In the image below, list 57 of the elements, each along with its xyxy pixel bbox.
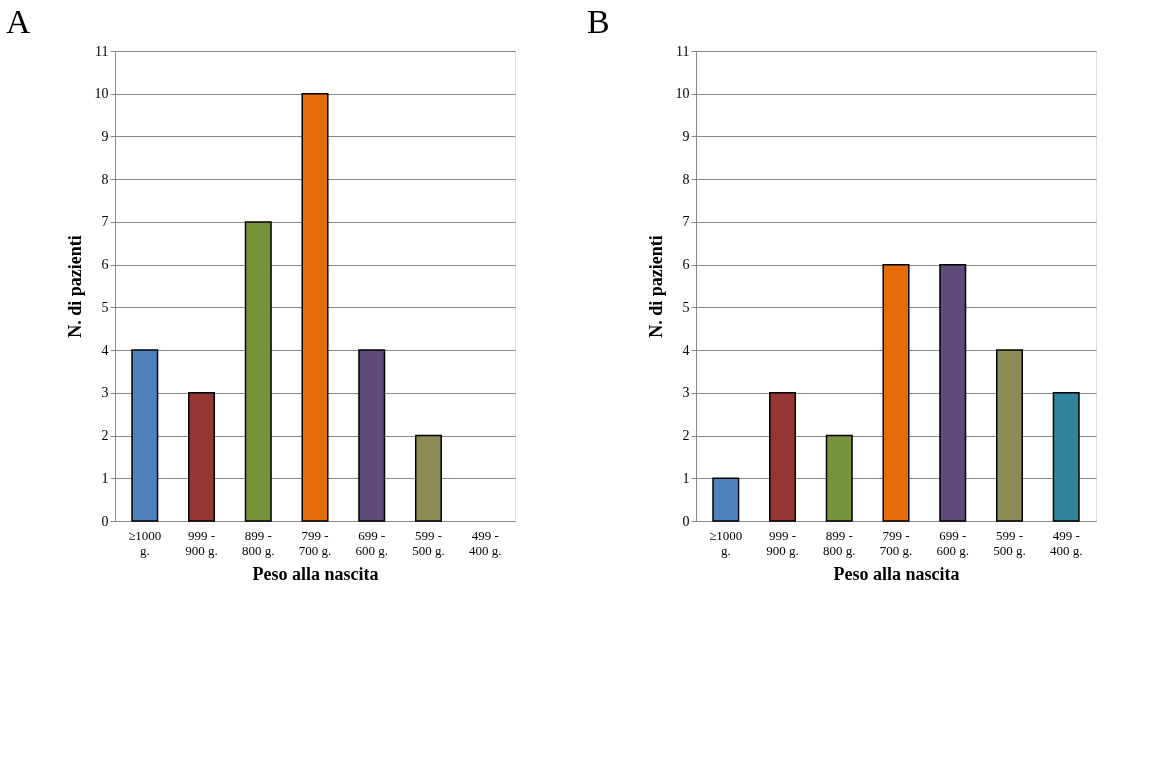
chart-title: A xyxy=(6,3,31,40)
y-tick-label: 7 xyxy=(101,214,109,230)
x-tick-label: 499 - 400 g. xyxy=(468,527,502,558)
bar xyxy=(358,349,386,522)
y-tick-label: 11 xyxy=(95,43,109,59)
bar xyxy=(131,349,159,522)
y-tick-label: 2 xyxy=(101,428,109,444)
x-tick-label: 999 - 900 g. xyxy=(766,527,799,558)
x-tick-label: 499 - 400 g. xyxy=(1049,527,1083,558)
y-tick-label: 2 xyxy=(682,428,690,444)
y-tick-label: 1 xyxy=(682,470,690,486)
y-axis-title: N. di pazienti xyxy=(64,235,85,338)
y-tick-label: 8 xyxy=(101,171,109,187)
x-axis-title: Peso alla nascita xyxy=(833,563,960,584)
x-tick-label: 799 - 700 g. xyxy=(298,527,332,558)
x-tick-label: ≥1000 g. xyxy=(709,527,743,558)
y-tick-label: 8 xyxy=(682,171,690,187)
x-tick-label: 899 - 800 g. xyxy=(242,527,275,558)
bar xyxy=(939,263,967,522)
y-tick-label: 3 xyxy=(682,385,690,401)
x-tick-label: 899 - 800 g. xyxy=(823,527,856,558)
y-tick-label: 10 xyxy=(675,86,690,102)
bar xyxy=(188,392,216,522)
y-tick-label: 3 xyxy=(101,385,109,401)
y-tick-label: 0 xyxy=(682,513,690,529)
y-tick-label: 10 xyxy=(94,86,109,102)
x-tick-label: 599 - 500 g. xyxy=(993,527,1026,558)
x-axis-title: Peso alla nascita xyxy=(252,563,379,584)
y-tick-label: 4 xyxy=(682,342,690,358)
bar xyxy=(1052,392,1080,522)
chart-title: B xyxy=(587,3,610,40)
bar xyxy=(244,221,272,522)
y-tick-label: 7 xyxy=(682,214,690,230)
x-tick-label: 599 - 500 g. xyxy=(412,527,445,558)
x-tick-label: 699 - 600 g. xyxy=(936,527,969,558)
bar xyxy=(769,392,797,522)
bar xyxy=(995,349,1023,522)
y-tick-label: 9 xyxy=(101,128,109,144)
bar xyxy=(414,434,442,522)
x-tick-label: ≥1000 g. xyxy=(128,527,162,558)
bar xyxy=(825,434,853,522)
y-tick-label: 0 xyxy=(101,513,109,529)
bar xyxy=(882,263,910,522)
bar xyxy=(712,477,740,522)
y-tick-label: 11 xyxy=(676,43,690,59)
y-tick-label: 9 xyxy=(682,128,690,144)
y-tick-label: 6 xyxy=(101,257,109,273)
x-tick-label: 999 - 900 g. xyxy=(185,527,218,558)
y-tick-label: 4 xyxy=(101,342,109,358)
x-tick-label: 699 - 600 g. xyxy=(355,527,388,558)
y-tick-label: 1 xyxy=(101,470,109,486)
bar xyxy=(301,92,329,522)
y-tick-label: 5 xyxy=(682,299,690,315)
y-tick-label: 6 xyxy=(682,257,690,273)
y-axis-title: N. di pazienti xyxy=(645,235,666,338)
y-tick-label: 5 xyxy=(101,299,109,315)
x-tick-label: 799 - 700 g. xyxy=(879,527,913,558)
